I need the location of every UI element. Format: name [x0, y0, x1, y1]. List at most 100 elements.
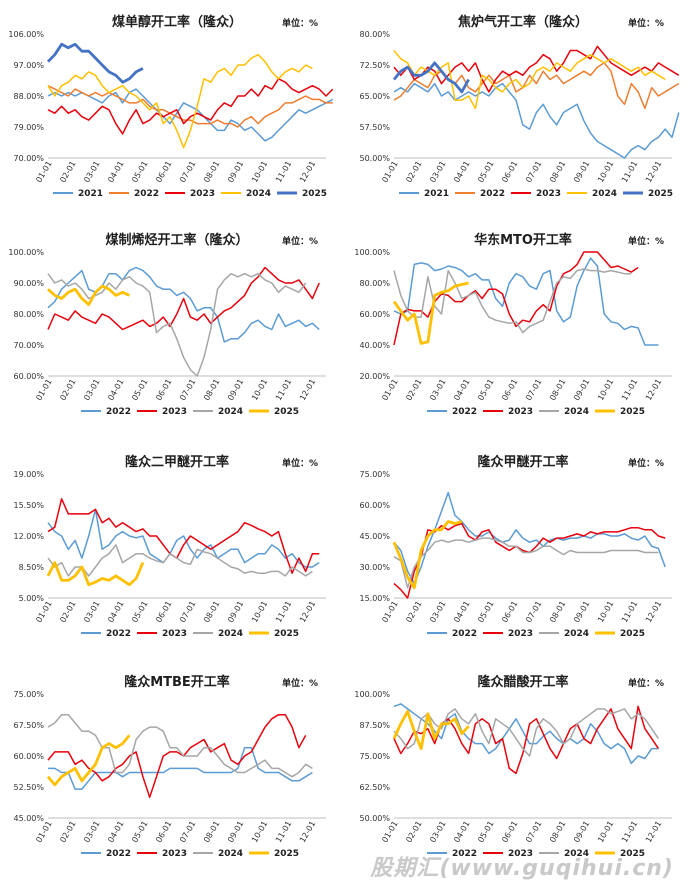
x-tick-label: 04-01	[452, 160, 471, 185]
x-tick-label: 07-01	[178, 160, 197, 185]
x-tick-label: 03-01	[82, 378, 101, 403]
unit-label: 单位：%	[282, 677, 318, 689]
series-line-2023	[47, 266, 320, 331]
x-tick-label: 08-01	[548, 378, 567, 403]
y-tick-label: 20.00%	[359, 372, 390, 381]
x-tick-label: 01-01	[380, 820, 399, 845]
y-tick-label: 60.00%	[359, 501, 390, 510]
watermark: 股期汇(www.guqihui.cn)	[370, 856, 674, 881]
legend-label: 2022	[480, 189, 505, 199]
x-tick-label: 12-01	[644, 160, 663, 185]
y-tick-label: 75.00%	[13, 690, 44, 699]
x-tick-label: 05-01	[130, 820, 149, 845]
y-tick-label: 40.00%	[359, 341, 390, 350]
chart-panel-2: 焦炉气开工率（隆众） 单位：% 50.00% 57.50% 65.00% 72.50% 80…	[359, 14, 680, 199]
legend-label: 2022	[134, 189, 159, 199]
unit-label: 单位：%	[628, 457, 664, 469]
x-tick-label: 03-01	[82, 820, 101, 845]
x-tick-label: 06-01	[154, 600, 173, 625]
x-tick-label: 10-01	[250, 378, 269, 403]
x-tick-label: 10-01	[250, 160, 269, 185]
x-tick-label: 03-01	[428, 600, 447, 625]
y-tick-label: 67.50%	[13, 721, 44, 730]
x-tick-label: 03-01	[428, 160, 447, 185]
unit-label: 单位：%	[282, 235, 318, 247]
legend-label: 2023	[190, 189, 215, 199]
unit-label: 单位：%	[628, 677, 664, 689]
y-tick-label: 87.50%	[359, 721, 390, 730]
x-tick-label: 08-01	[202, 378, 221, 403]
y-tick-label: 15.50%	[13, 501, 44, 510]
x-tick-label: 02-01	[404, 820, 423, 845]
chart-panel-6: 隆众甲醚开工率 单位：% 15.00% 30.00% 45.00% 60.00% 75.00…	[359, 454, 672, 639]
x-tick-label: 04-01	[106, 378, 125, 403]
chart-panel-4: 华东MTO开工率 单位：% 20.00% 40.00% 60.00% 80.00% 100.…	[354, 232, 672, 417]
x-tick-label: 06-01	[500, 820, 519, 845]
series-line-2021	[47, 88, 334, 142]
legend-label: 2025	[620, 849, 645, 859]
chart-panel-8: 隆众醋酸开工率 单位：% 50.00% 62.50% 75.00% 87.50% 100.0…	[354, 674, 672, 859]
x-tick-label: 01-01	[380, 378, 399, 403]
x-tick-label: 09-01	[572, 600, 591, 625]
series-line-2023	[393, 705, 660, 775]
x-tick-label: 08-01	[548, 160, 567, 185]
legend-label: 2022	[106, 849, 131, 859]
chart-title: 焦炉气开工率（隆众）	[457, 14, 588, 30]
x-tick-label: 09-01	[226, 820, 245, 845]
y-tick-label: 60.00%	[13, 372, 44, 381]
x-tick-label: 11-01	[620, 378, 639, 403]
y-tick-label: 88.00%	[13, 92, 44, 101]
x-tick-label: 02-01	[58, 600, 77, 625]
legend-label: 2025	[274, 407, 299, 417]
x-tick-label: 12-01	[298, 820, 317, 845]
unit-label: 单位：%	[628, 235, 664, 247]
x-tick-label: 07-01	[524, 820, 543, 845]
series-line-2024	[47, 53, 313, 149]
x-tick-label: 08-01	[202, 160, 221, 185]
series-line-2023	[47, 498, 320, 574]
x-tick-label: 08-01	[548, 820, 567, 845]
x-tick-label: 10-01	[250, 600, 269, 625]
y-tick-label: 97.00%	[13, 61, 44, 70]
y-tick-label: 90.00%	[13, 279, 44, 288]
x-tick-label: 09-01	[572, 378, 591, 403]
legend-label: 2024	[564, 629, 589, 639]
y-tick-label: 65.00%	[359, 92, 390, 101]
chart-title: 华东MTO开工率	[474, 232, 572, 248]
x-tick-label: 05-01	[130, 600, 149, 625]
legend-label: 2023	[162, 629, 187, 639]
x-tick-label: 05-01	[476, 820, 495, 845]
legend-label: 2022	[452, 849, 477, 859]
x-tick-label: 05-01	[476, 378, 495, 403]
series-line-2022	[393, 491, 666, 585]
x-tick-label: 09-01	[226, 378, 245, 403]
chart-title: 隆众二甲醚开工率	[125, 454, 229, 470]
x-tick-label: 04-01	[106, 160, 125, 185]
unit-label: 单位：%	[282, 457, 318, 469]
y-tick-label: 72.50%	[359, 61, 390, 70]
x-tick-label: 10-01	[596, 600, 615, 625]
y-tick-label: 75.00%	[359, 752, 390, 761]
y-tick-label: 30.00%	[359, 563, 390, 572]
x-tick-label: 01-01	[34, 820, 53, 845]
x-tick-label: 04-01	[106, 820, 125, 845]
x-tick-label: 12-01	[644, 378, 663, 403]
y-tick-label: 19.00%	[13, 470, 44, 479]
series-line-2023	[47, 78, 334, 135]
legend-label: 2022	[452, 407, 477, 417]
y-tick-label: 5.00%	[19, 594, 45, 603]
y-tick-label: 45.00%	[359, 532, 390, 541]
x-tick-label: 08-01	[202, 820, 221, 845]
x-tick-label: 07-01	[178, 378, 197, 403]
series-line-2022	[47, 266, 320, 343]
y-tick-label: 50.00%	[359, 154, 390, 163]
series-line-2025	[46, 734, 131, 787]
x-tick-label: 11-01	[274, 600, 293, 625]
y-tick-label: 8.50%	[19, 563, 45, 572]
chart-title: 隆众MTBE开工率	[124, 674, 230, 690]
legend-label: 2021	[78, 189, 103, 199]
x-tick-label: 06-01	[154, 378, 173, 403]
x-tick-label: 01-01	[380, 160, 399, 185]
legend-label: 2023	[508, 407, 533, 417]
